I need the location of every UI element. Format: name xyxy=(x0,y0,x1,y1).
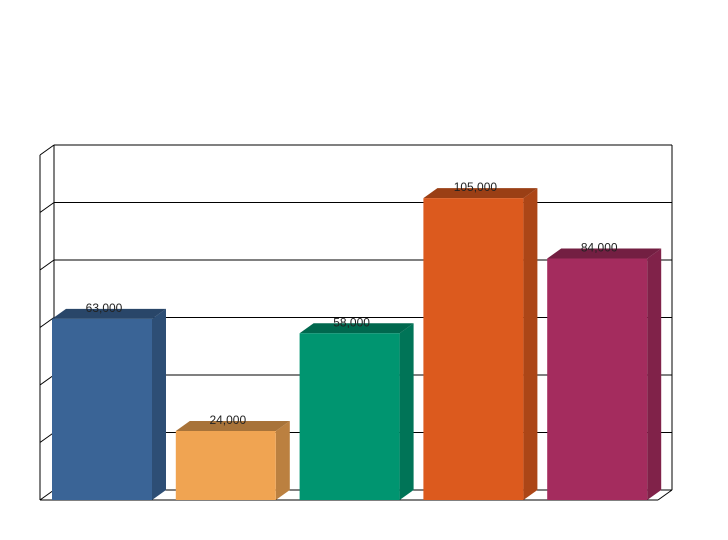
bar-top xyxy=(423,188,538,199)
value-label: 24,000 xyxy=(209,413,246,427)
grid-line-side xyxy=(39,489,55,501)
bar xyxy=(299,323,414,500)
bar-top xyxy=(547,248,662,259)
bar xyxy=(52,308,166,500)
bar xyxy=(175,421,290,500)
grid-line-side xyxy=(39,432,55,443)
bar-side xyxy=(523,188,538,500)
bar-side xyxy=(647,248,662,500)
value-label: 63,000 xyxy=(86,301,123,315)
bar-side xyxy=(152,308,166,500)
bar-front xyxy=(175,431,276,500)
value-label: 105,000 xyxy=(454,180,498,194)
bar-front xyxy=(547,258,648,500)
grid-line-side xyxy=(39,144,55,156)
bar-top xyxy=(175,421,290,431)
bar-front xyxy=(52,318,152,500)
grid-line-side xyxy=(39,374,55,386)
bar-front xyxy=(423,198,524,500)
bar-side xyxy=(399,323,414,500)
grid-line-side xyxy=(39,202,55,213)
grid-line-side xyxy=(39,259,55,271)
value-label: 84,000 xyxy=(581,241,618,255)
bar-front xyxy=(299,333,400,500)
value-label: 58,000 xyxy=(333,315,370,329)
bar xyxy=(547,248,662,500)
bar-top xyxy=(52,308,166,319)
bar-top xyxy=(299,323,414,334)
bar xyxy=(423,188,538,500)
bar-side xyxy=(275,421,290,500)
floor-right xyxy=(657,489,673,501)
grid-line-side xyxy=(39,317,55,328)
